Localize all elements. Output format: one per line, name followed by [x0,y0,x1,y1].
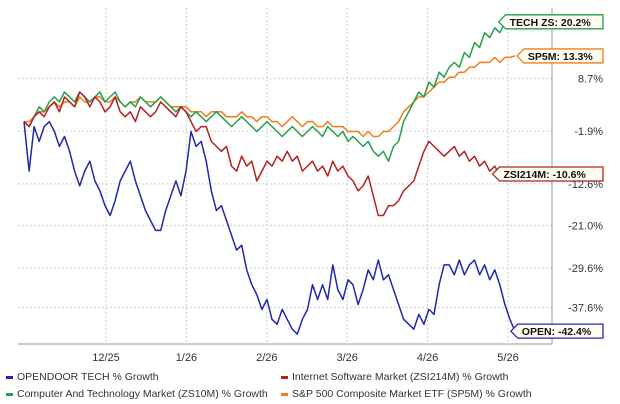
end-label-text: OPEN: -42.4% [522,326,592,338]
end-label-1: ZSI214M: -10.6% [491,166,604,182]
end-label-box [491,166,604,182]
legend-item-tech-market: Computer And Technology Market (ZS10M) %… [6,387,268,401]
series-line-0 [23,120,516,335]
series-line-1 [23,91,516,217]
x-tick-label: 2/26 [256,352,277,364]
plot-area [18,8,552,344]
end-label-text: SP5M: 13.3% [528,51,593,63]
y-tick-label: -37.6% [568,302,603,314]
legend-label-opendoor: OPENDOOR TECH % Growth [17,371,159,383]
y-tick-label: -21.0% [568,220,603,232]
legend-swatch-tech-market [6,392,13,396]
legend-swatch-sp500 [281,392,288,396]
end-label-text: TECH ZS: 20.2% [510,17,592,29]
x-tick-label: 3/26 [336,352,357,364]
x-axis: 12/25 1/26 2/26 3/26 4/26 5/26 [18,343,552,364]
y-tick-label: -12.6% [568,179,603,191]
legend-label-internet-software: Internet Software Market (ZSI214M) % Gro… [292,371,509,383]
legend-label-tech-market: Computer And Technology Market (ZS10M) %… [17,388,268,400]
end-label-box [509,323,604,339]
end-label-box [515,48,604,64]
gridlines [18,8,552,344]
legend-swatch-opendoor [6,375,13,379]
legend-label-sp500: S&P 500 Composite Market ETF (SP5M) % Gr… [292,388,532,400]
y-tick-label: -1.9% [574,126,603,138]
legend-item-internet-software: Internet Software Market (ZSI214M) % Gro… [281,370,509,384]
y-axis: 8.7% -1.9% -12.6% -21.0% -29.6% -37.6% [551,8,603,344]
end-labels: OPEN: -42.4% ZSI214M: -10.6% TECH ZS: 20.2… [491,14,604,339]
legend-swatch-internet-software [281,375,288,379]
series-line-2 [23,21,516,162]
end-label-2: TECH ZS: 20.2% [497,14,604,30]
chart-legend: OPENDOOR TECH % Growth Internet Software… [0,368,620,404]
end-label-3: SP5M: 13.3% [515,48,604,64]
y-tick-label: 8.7% [578,74,603,86]
y-tick-label: -29.6% [568,263,603,275]
end-label-box [497,14,604,30]
legend-item-sp500: S&P 500 Composite Market ETF (SP5M) % Gr… [281,387,532,401]
legend-item-opendoor: OPENDOOR TECH % Growth [6,370,159,384]
end-label-text: ZSI214M: -10.6% [504,169,587,181]
x-tick-label: 1/26 [176,352,197,364]
x-tick-label: 5/26 [497,352,518,364]
end-label-0: OPEN: -42.4% [509,323,604,339]
x-tick-label: 12/25 [92,352,120,364]
series-layer [23,21,516,335]
x-tick-label: 4/26 [417,352,438,364]
